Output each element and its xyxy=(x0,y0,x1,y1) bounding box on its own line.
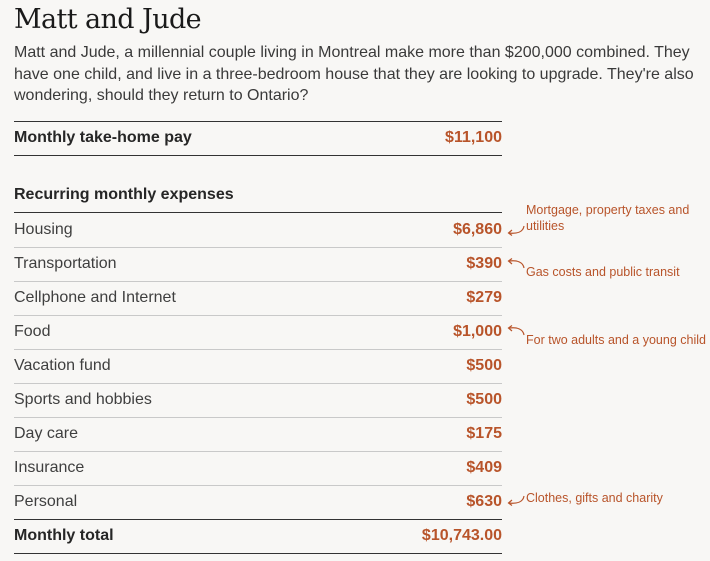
total-label: Monthly total xyxy=(14,527,114,544)
expense-row-insurance: Insurance $409 xyxy=(14,457,502,479)
row-divider xyxy=(14,247,502,248)
curved-arrow-icon xyxy=(507,258,525,269)
expense-label: Vacation fund xyxy=(14,357,111,374)
curved-arrow-icon xyxy=(507,495,525,506)
row-divider xyxy=(14,315,502,316)
total-top-rule xyxy=(14,519,502,520)
expense-value: $500 xyxy=(466,391,502,408)
expense-row-personal: Personal $630 xyxy=(14,491,502,513)
income-top-rule xyxy=(14,121,502,122)
expense-value: $1,000 xyxy=(453,323,502,340)
expenses-top-rule xyxy=(14,212,502,213)
row-divider xyxy=(14,383,502,384)
intro-paragraph: Matt and Jude, a millennial couple livin… xyxy=(14,44,694,104)
expense-row-cellphone-internet: Cellphone and Internet $279 xyxy=(14,287,502,309)
curved-arrow-icon xyxy=(507,225,525,236)
expense-label: Transportation xyxy=(14,255,117,272)
expense-value: $390 xyxy=(466,255,502,272)
expense-value: $630 xyxy=(466,493,502,510)
monthly-total-row: Monthly total $10,743.00 xyxy=(14,525,502,547)
curved-arrow-icon xyxy=(507,325,525,336)
expense-label: Food xyxy=(14,323,51,340)
expense-label: Sports and hobbies xyxy=(14,391,152,408)
expense-row-vacation-fund: Vacation fund $500 xyxy=(14,355,502,377)
expense-label: Personal xyxy=(14,493,78,510)
note-food: For two adults and a young child xyxy=(526,333,706,347)
expense-row-day-care: Day care $175 xyxy=(14,423,502,445)
expense-row-sports-hobbies: Sports and hobbies $500 xyxy=(14,389,502,411)
expense-value: $279 xyxy=(466,289,502,306)
row-divider xyxy=(14,417,502,418)
expenses-heading: Recurring monthly expenses xyxy=(14,186,234,203)
expense-value: $6,860 xyxy=(453,221,502,238)
total-bottom-rule xyxy=(14,553,502,554)
expense-label: Housing xyxy=(14,221,73,238)
note-transportation: Gas costs and public transit xyxy=(526,265,680,279)
expense-label: Insurance xyxy=(14,459,85,476)
expense-row-housing: Housing $6,860 xyxy=(14,219,502,241)
income-row: Monthly take-home pay $11,100 xyxy=(14,127,502,149)
row-divider xyxy=(14,451,502,452)
expense-value: $409 xyxy=(466,459,502,476)
note-personal: Clothes, gifts and charity xyxy=(526,491,663,505)
row-divider xyxy=(14,349,502,350)
income-value: $11,100 xyxy=(445,129,502,146)
expense-value: $500 xyxy=(466,357,502,374)
expense-value: $175 xyxy=(466,425,502,442)
income-bottom-rule xyxy=(14,155,502,156)
total-value: $10,743.00 xyxy=(421,527,502,544)
expense-row-food: Food $1,000 xyxy=(14,321,502,343)
income-label: Monthly take-home pay xyxy=(14,129,192,146)
page-title: Matt and Jude xyxy=(14,4,202,35)
expense-label: Day care xyxy=(14,425,79,442)
note-housing: Mortgage, property taxes and utilities xyxy=(526,203,690,233)
row-divider xyxy=(14,485,502,486)
expense-row-transportation: Transportation $390 xyxy=(14,253,502,275)
row-divider xyxy=(14,281,502,282)
expense-label: Cellphone and Internet xyxy=(14,289,176,306)
